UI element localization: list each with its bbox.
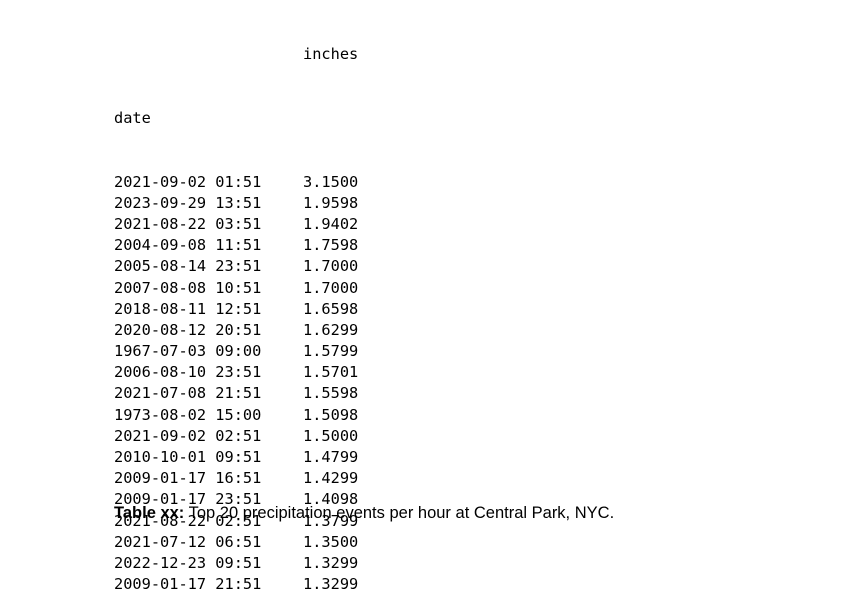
row-inches: 1.5598 (303, 384, 359, 403)
row-inches: 1.9402 (303, 214, 359, 233)
table-row: 2006-08-10 23:51 1.5701 (114, 362, 358, 383)
row-date: 1973-08-02 15:00 (114, 405, 262, 424)
row-inches: 1.7000 (303, 257, 359, 276)
row-inches: 1.6598 (303, 299, 359, 318)
row-inches: 1.9598 (303, 193, 359, 212)
row-date: 2010-10-01 09:51 (114, 448, 262, 467)
row-date: 2009-01-17 21:51 (114, 575, 262, 594)
row-date: 2021-07-12 06:51 (114, 532, 262, 551)
row-inches: 1.5000 (303, 426, 359, 445)
index-name-date: date (114, 109, 151, 127)
column-header-inches: inches (303, 45, 359, 64)
table-header-row: inches (114, 42, 358, 63)
table-row: 2004-09-08 11:51 1.7598 (114, 235, 358, 256)
table-caption: Table xx: Top 20 precipitation events pe… (114, 503, 614, 523)
row-inches: 1.3299 (303, 575, 359, 594)
row-inches: 1.4799 (303, 448, 359, 467)
row-date: 2021-09-02 02:51 (114, 426, 262, 445)
row-inches: 3.1500 (303, 172, 359, 191)
row-date: 2009-01-17 23:51 (114, 490, 262, 509)
table-row: 2021-09-02 02:51 1.5000 (114, 426, 358, 447)
table-row: 2021-07-08 21:51 1.5598 (114, 383, 358, 404)
row-inches: 1.3799 (303, 511, 359, 530)
table-row: 2018-08-11 12:51 1.6598 (114, 299, 358, 320)
row-date: 2004-09-08 11:51 (114, 236, 262, 255)
row-date: 2022-12-23 09:51 (114, 553, 262, 572)
row-date: 2009-01-17 16:51 (114, 469, 262, 488)
table-row: 2021-07-12 06:51 1.3500 (114, 532, 358, 553)
row-date: 2023-09-29 13:51 (114, 193, 262, 212)
row-inches: 1.4098 (303, 490, 359, 509)
table-row: 2009-01-17 21:51 1.3299 (114, 574, 358, 595)
table-row: 2023-09-29 13:51 1.9598 (114, 193, 358, 214)
row-inches: 1.5701 (303, 363, 359, 382)
caption-text: Top 20 precipitation events per hour at … (184, 504, 615, 522)
row-date: 2021-08-22 02:51 (114, 511, 262, 530)
table-row: 2005-08-14 23:51 1.7000 (114, 256, 358, 277)
table-row: 2021-09-02 01:51 3.1500 (114, 172, 358, 193)
row-date: 1967-07-03 09:00 (114, 342, 262, 361)
row-date: 2020-08-12 20:51 (114, 320, 262, 339)
row-inches: 1.7000 (303, 278, 359, 297)
table-row: 2021-08-22 03:51 1.9402 (114, 214, 358, 235)
table-body: 2021-09-02 01:51 3.1500 2023-09-29 13:51 1.… (114, 172, 358, 596)
row-inches: 1.4299 (303, 469, 359, 488)
table-row: 2010-10-01 09:51 1.4799 (114, 447, 358, 468)
table-row: 1967-07-03 09:00 1.5799 (114, 341, 358, 362)
row-inches: 1.3299 (303, 553, 359, 572)
row-date: 2021-07-08 21:51 (114, 384, 262, 403)
table-row: 2020-08-12 20:51 1.6299 (114, 320, 358, 341)
table-row: 2009-01-17 23:51 1.4098 (114, 489, 358, 510)
table-row: 2022-12-23 09:51 1.3299 (114, 553, 358, 574)
row-inches: 1.5799 (303, 342, 359, 361)
table-row: 2021-08-22 02:51 1.3799 (114, 511, 358, 532)
row-inches: 1.5098 (303, 405, 359, 424)
table-row: 1973-08-02 15:00 1.5098 (114, 405, 358, 426)
row-inches: 1.3500 (303, 532, 359, 551)
row-date: 2007-08-08 10:51 (114, 278, 262, 297)
table-row: 2009-01-17 16:51 1.4299 (114, 468, 358, 489)
row-inches: 1.6299 (303, 320, 359, 339)
row-date: 2006-08-10 23:51 (114, 363, 262, 382)
row-date: 2005-08-14 23:51 (114, 257, 262, 276)
row-inches: 1.7598 (303, 236, 359, 255)
row-date: 2018-08-11 12:51 (114, 299, 262, 318)
table-row: 2007-08-08 10:51 1.7000 (114, 278, 358, 299)
row-date: 2021-09-02 01:51 (114, 172, 262, 191)
row-date: 2021-08-22 03:51 (114, 214, 262, 233)
caption-label: Table xx: (114, 504, 185, 522)
